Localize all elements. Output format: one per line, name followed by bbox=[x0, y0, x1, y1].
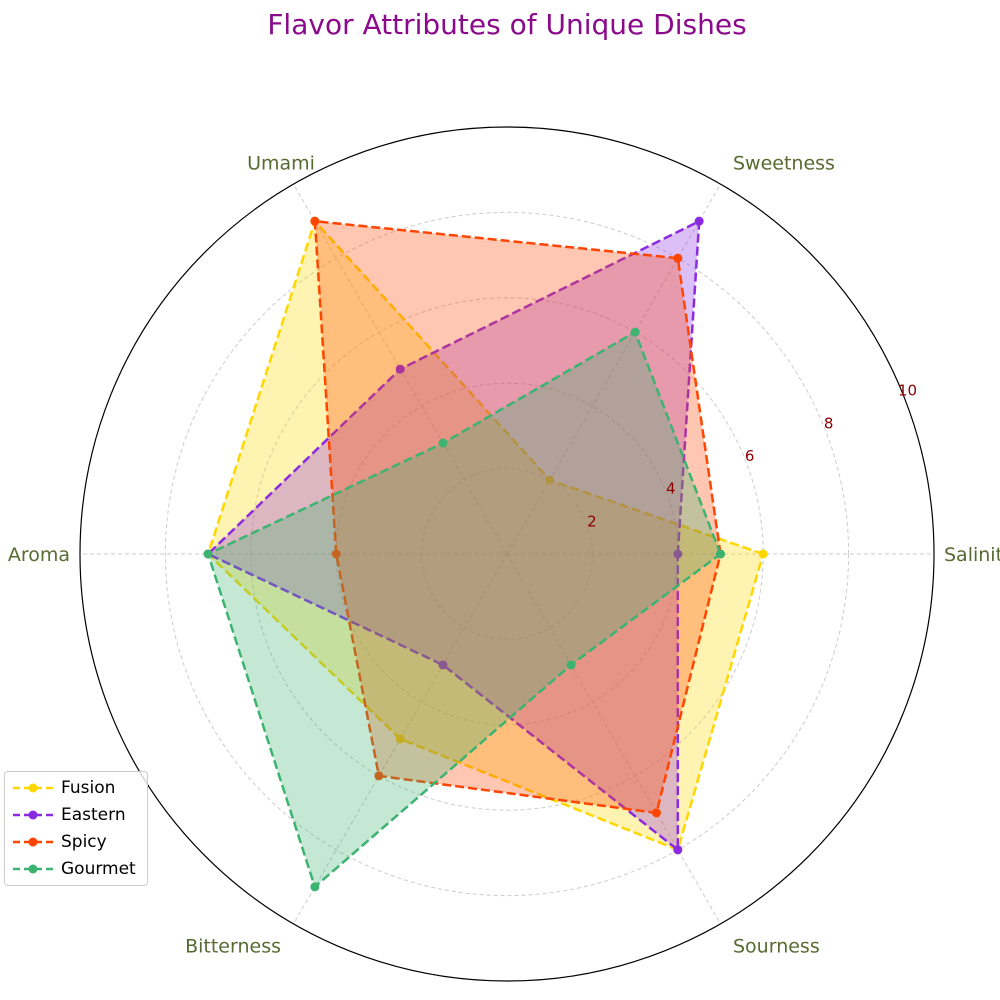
series-fill-fusion bbox=[208, 221, 764, 850]
point-spicy-bitterness bbox=[374, 771, 384, 781]
series-fill-eastern bbox=[208, 221, 700, 850]
label-layer: Salinity Sweetness Umami Aroma Bitterness Sou… bbox=[8, 153, 1000, 958]
series-fill-gourmet bbox=[208, 332, 721, 887]
point-eastern-sourness bbox=[673, 845, 683, 855]
point-spicy-aroma bbox=[331, 549, 341, 559]
legend-item-spicy: Spicy bbox=[11, 831, 107, 853]
axis-label-salinity: Salinity bbox=[944, 544, 1000, 566]
point-gourmet-bitterness bbox=[310, 882, 320, 892]
legend-item-eastern: Eastern bbox=[11, 804, 126, 826]
legend-swatch-spicy bbox=[13, 837, 53, 847]
point-eastern-umami bbox=[395, 364, 405, 374]
legend-item-gourmet: Gourmet bbox=[11, 858, 136, 880]
legend-label-fusion: Fusion bbox=[61, 778, 116, 798]
r-tick-label-8: 8 bbox=[824, 414, 834, 432]
point-gourmet-sourness bbox=[566, 660, 576, 670]
point-eastern-salinity bbox=[673, 549, 683, 559]
grid-spoke-sourness bbox=[506, 553, 721, 925]
r-tick-label-10: 10 bbox=[898, 382, 917, 400]
legend-marker-fusion bbox=[28, 783, 38, 793]
legend-swatch-fusion bbox=[13, 783, 53, 793]
legend: Fusion Eastern Spicy Gourmet bbox=[4, 771, 148, 886]
axis-label-aroma: Aroma bbox=[8, 544, 70, 566]
point-spicy-sourness bbox=[651, 808, 661, 818]
r-tick-label-6: 6 bbox=[745, 447, 755, 465]
point-spicy-umami bbox=[310, 216, 320, 226]
polar-frame bbox=[79, 126, 935, 982]
point-gourmet-salinity bbox=[716, 549, 725, 559]
point-gourmet-sweetness bbox=[630, 327, 640, 337]
axis-label-sourness: Sourness bbox=[733, 935, 820, 957]
axis-label-umami: Umami bbox=[247, 153, 315, 175]
point-gourmet-aroma bbox=[203, 549, 213, 559]
point-fusion-bitterness bbox=[395, 734, 405, 744]
r-tick-label-4: 4 bbox=[666, 480, 676, 498]
legend-marker-eastern bbox=[28, 810, 38, 820]
point-fusion-sweetness bbox=[545, 475, 555, 485]
point-gourmet-umami bbox=[438, 438, 448, 448]
legend-marker-gourmet bbox=[28, 864, 38, 874]
chart-title: Flavor Attributes of Unique Dishes bbox=[267, 8, 746, 41]
legend-label-eastern: Eastern bbox=[61, 805, 126, 825]
axis-label-bitterness: Bitterness bbox=[185, 935, 281, 957]
grid-circle-8 bbox=[164, 211, 850, 897]
point-spicy-sweetness bbox=[673, 253, 683, 263]
series-fill-spicy bbox=[314, 221, 721, 813]
axis-label-sweetness: Sweetness bbox=[733, 153, 835, 175]
r-tick-label-2: 2 bbox=[587, 512, 597, 530]
legend-label-gourmet: Gourmet bbox=[61, 859, 136, 879]
legend-label-spicy: Spicy bbox=[61, 832, 107, 852]
point-fusion-salinity bbox=[758, 549, 768, 559]
grid-spoke-sweetness bbox=[506, 183, 721, 555]
point-eastern-bitterness bbox=[438, 660, 448, 670]
series-layer bbox=[203, 216, 768, 892]
legend-marker-spicy bbox=[28, 837, 38, 847]
point-eastern-sweetness bbox=[694, 216, 704, 226]
legend-swatch-eastern bbox=[13, 810, 53, 820]
legend-swatch-gourmet bbox=[13, 864, 53, 874]
legend-item-fusion: Fusion bbox=[11, 777, 115, 799]
